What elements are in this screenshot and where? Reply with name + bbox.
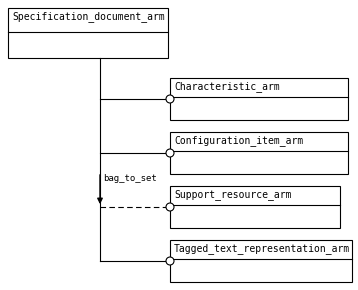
Text: Configuration_item_arm: Configuration_item_arm: [174, 135, 303, 146]
Text: Characteristic_arm: Characteristic_arm: [174, 81, 280, 92]
Circle shape: [166, 257, 174, 265]
Circle shape: [166, 95, 174, 103]
Bar: [170, 132, 348, 174]
Text: bag_to_set: bag_to_set: [103, 174, 157, 183]
Circle shape: [166, 149, 174, 157]
Bar: [8, 8, 168, 58]
Text: Specification_document_arm: Specification_document_arm: [12, 11, 165, 22]
Text: Tagged_text_representation_arm: Tagged_text_representation_arm: [174, 243, 350, 254]
Bar: [170, 186, 340, 228]
Bar: [170, 78, 348, 120]
Bar: [170, 240, 352, 282]
Circle shape: [166, 203, 174, 211]
Text: Support_resource_arm: Support_resource_arm: [174, 189, 291, 200]
